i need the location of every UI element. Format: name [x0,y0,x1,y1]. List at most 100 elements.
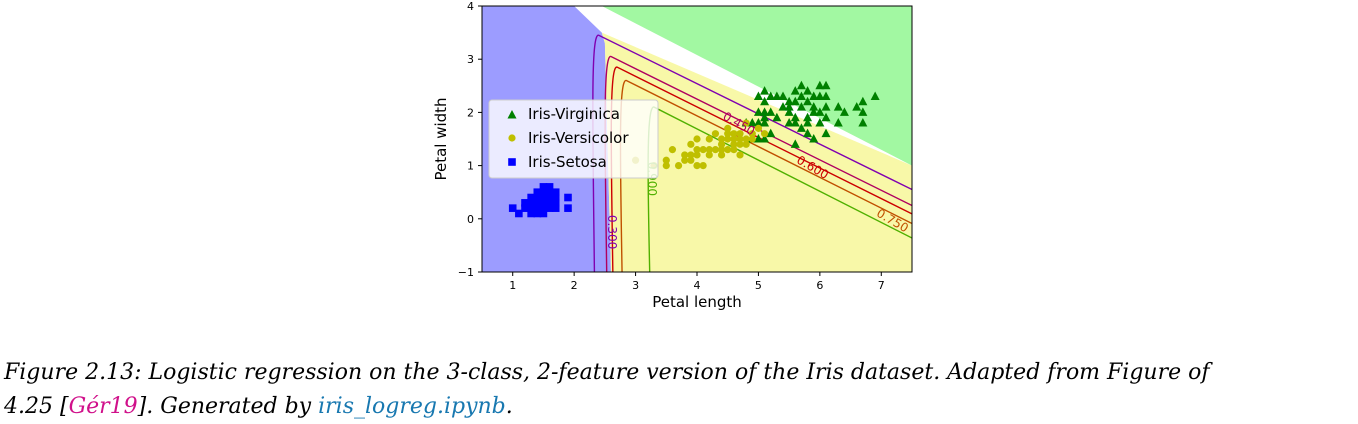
setosa-point [551,199,560,207]
virginica-point [790,86,800,95]
contour-line [592,34,912,272]
versicolor-point [699,146,707,154]
legend-box [488,99,659,179]
setosa-point [521,204,529,212]
versicolor-point [730,146,738,154]
figure-caption: Figure 2.13: Logistic regression on the … [4,356,1354,424]
setosa-point [551,204,560,212]
setosa-point [533,199,542,207]
versicolor-point [681,156,689,164]
virginica-point [821,128,831,138]
virginica-point [858,118,868,127]
data-points [508,80,880,218]
x-tick-label: 3 [632,279,639,292]
contour-label: 0.300 [605,215,619,249]
y-tick-label: 1 [467,160,474,173]
virginica-point [790,118,800,127]
x-tick-label: 1 [509,279,516,292]
x-axis-ticks: 1 2 3 4 5 6 7 [509,272,885,292]
versicolor-point [724,130,732,138]
notebook-link[interactable]: iris_logreg.ipynb [318,394,506,419]
versicolor-point [717,151,726,159]
citation-link[interactable]: Gér19 [68,394,138,419]
x-tick-label: 4 [694,279,701,292]
virginica-point [766,107,776,116]
versicolor-point [693,162,701,170]
virginica-point [760,96,770,106]
versicolor-point [748,135,756,143]
versicolor-point [748,130,756,138]
setosa-point [539,209,548,218]
virginica-point [852,102,862,111]
y-tick-label: 0 [467,213,474,226]
y-tick-label: 2 [467,106,474,119]
virginica-point [784,107,794,116]
virginica-point [760,112,770,122]
caption-text-3: ]. Generated by [137,394,319,419]
versicolor-point [674,162,683,170]
virginica-point [815,91,825,100]
setosa-point [539,199,548,207]
versicolor-point [711,146,720,154]
virginica-point [803,118,813,127]
virginica-point [772,91,782,100]
virginica-point [760,86,770,95]
y-tick-label: 4 [467,0,474,13]
virginica-point [753,107,763,116]
caption-suffix: . [505,394,513,419]
virginica-point [790,96,800,106]
x-tick-label: 6 [816,279,823,292]
virginica-point [803,128,813,138]
versicolor-point [742,135,750,143]
setosa-point [539,183,548,191]
virginica-point [821,91,831,100]
setosa-point [545,188,554,196]
virginica-point [815,107,825,116]
x-axis-label: Petal length [652,293,742,311]
virginica-point [839,107,849,116]
versicolor-point [687,140,695,148]
virginica-point [784,102,794,111]
x-tick-label: 2 [571,279,578,292]
virginica-point [772,112,782,122]
setosa-point [527,193,535,202]
setosa-point [508,204,517,212]
setosa-point [527,199,535,207]
setosa-point [539,204,548,212]
setosa-point [539,188,548,196]
virginica-point [790,139,800,148]
versicolor-point [730,140,738,148]
virginica-point [833,118,843,127]
virginica-point [809,107,819,116]
y-axis-ticks: −1 0 1 2 3 4 [458,0,482,279]
setosa-point [545,183,554,191]
legend: Iris-Virginica Iris-Versicolor Iris-Seto… [488,99,659,179]
versicolor-point [699,162,707,170]
virginica-point [821,80,831,90]
virginica-point [796,91,806,100]
virginica-point [760,118,770,127]
versicolor-point [668,146,677,154]
setosa-point [545,193,554,202]
versicolor-point [724,124,732,132]
versicolor-point [754,124,763,132]
setosa-point [564,204,572,212]
versicolor-point [687,156,695,164]
virginica-point [747,118,757,127]
virginica-point [858,96,868,106]
virginica-point [809,91,819,100]
y-axis-label: Petal width [432,97,450,180]
setosa-point [527,209,535,218]
versicolor-point [724,146,732,154]
legend-label-versicolor: Iris-Versicolor [528,129,629,147]
setosa-point [533,209,542,218]
virginica-point [803,96,813,106]
versicolor-point [711,130,720,138]
versicolor-point [717,146,726,154]
versicolor-point [736,140,744,148]
virginica-point [870,91,880,100]
virginica-point [833,102,843,111]
y-tick-label: −1 [458,266,474,279]
virginica-point [815,80,825,90]
